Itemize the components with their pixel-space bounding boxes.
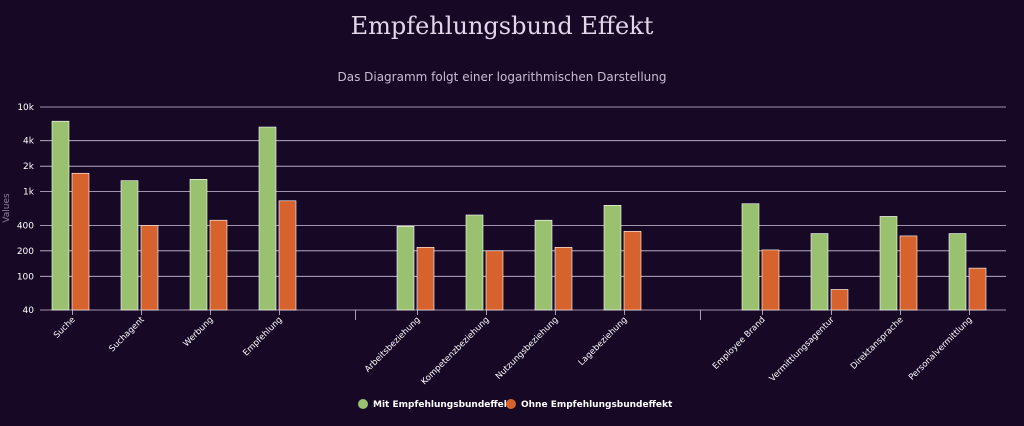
x-tick-label: Personalvermittlung [907, 315, 975, 383]
bar[interactable] [51, 120, 70, 311]
bar[interactable] [603, 204, 622, 311]
bar[interactable] [534, 219, 553, 311]
bar[interactable] [396, 225, 415, 311]
bar[interactable] [209, 219, 228, 311]
bar[interactable] [810, 233, 829, 311]
bar[interactable] [623, 231, 642, 311]
y-tick-label: 4k [23, 137, 35, 147]
bar[interactable] [278, 200, 297, 311]
y-tick-label: 40 [23, 306, 35, 316]
chart-title: Empfehlungsbund Effekt [351, 12, 654, 40]
bar[interactable] [189, 178, 208, 311]
y-tick-label: 200 [17, 247, 34, 257]
legend[interactable]: Mit Empfehlungsbundeffekt Ohne Empfehlung… [358, 399, 673, 410]
y-tick-label: 2k [23, 162, 35, 172]
y-axis-label: Values [2, 193, 12, 223]
bar[interactable] [465, 214, 484, 311]
x-axis: Suche Suchagent Werbung Empfehlung Arbeitsbe… [52, 310, 975, 387]
x-tick-label: Empfehlung [241, 315, 284, 358]
bar[interactable] [71, 172, 90, 311]
x-tick-label: Direktansprache [849, 315, 906, 372]
bar[interactable] [948, 233, 967, 311]
legend-marker [358, 399, 368, 409]
y-tick-label: 400 [17, 221, 34, 231]
bar[interactable] [879, 216, 898, 311]
bar[interactable] [416, 247, 435, 311]
bar[interactable] [120, 180, 139, 311]
legend-label[interactable]: Mit Empfehlungsbundeffekt [373, 400, 515, 410]
y-tick-label: 10k [17, 103, 34, 113]
x-tick-label: Lagebeziehung [577, 315, 630, 368]
y-tick-label: 100 [17, 272, 34, 282]
bar[interactable] [761, 249, 780, 311]
grid: 10k 4k 2k 1k 400 200 100 40 [17, 103, 1006, 316]
bar[interactable] [258, 126, 277, 311]
legend-marker [506, 399, 516, 409]
bar[interactable] [830, 289, 849, 311]
x-tick-label: Arbeitsbeziehung [363, 315, 423, 375]
bar[interactable] [741, 203, 760, 311]
bar[interactable] [968, 267, 987, 311]
x-tick-label: Kompetenzbeziehung [420, 315, 492, 387]
x-tick-label: Vermittlungsagentur [768, 315, 837, 384]
chart-subtitle: Das Diagramm folgt einer logarithmischen… [337, 70, 666, 84]
bars [51, 120, 987, 311]
x-tick-label: Employee Brand [711, 315, 768, 372]
x-tick-label: Suchagent [107, 315, 147, 355]
bar[interactable] [899, 235, 918, 311]
x-tick-label: Nutzungsbeziehung [494, 315, 561, 382]
y-tick-label: 1k [23, 188, 35, 198]
bar[interactable] [140, 225, 159, 311]
x-tick-label: Werbung [182, 315, 216, 349]
bar[interactable] [554, 247, 573, 311]
legend-label[interactable]: Ohne Empfehlungsbundeffekt [521, 400, 673, 410]
x-tick-label: Suche [52, 315, 78, 341]
bar[interactable] [485, 250, 504, 311]
